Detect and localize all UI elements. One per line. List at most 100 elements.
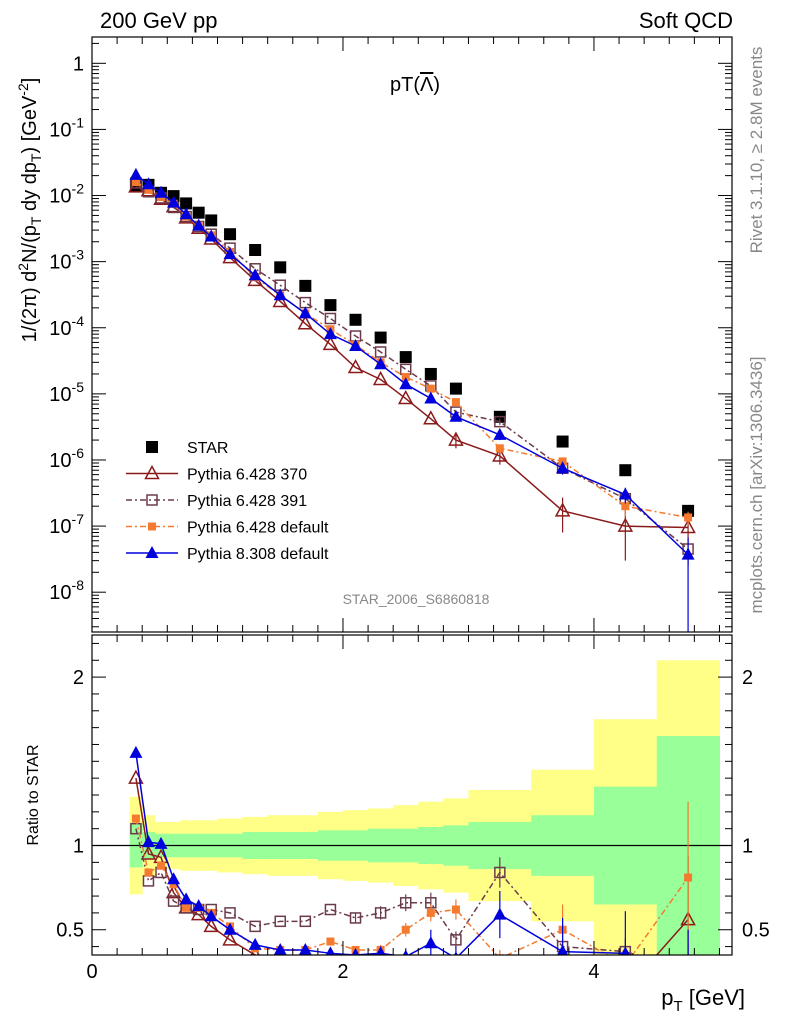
ratio-point [167,895,180,907]
mcplots-source-label: mcplots.cern.ch [arXiv:1306.3436] [747,356,766,613]
ratio-point [273,942,287,955]
ratio-point [399,897,412,909]
data-point [493,427,507,440]
ratio-point [453,951,458,955]
x-tick-label: 4 [588,961,599,983]
data-point [274,261,287,274]
header-right: Soft QCD [639,8,733,33]
main-y-tick-label: 10-2 [49,181,84,208]
ratio-point [374,968,387,980]
rivet-version-label: Rivet 3.1.10, ≥ 2.8M events [747,47,766,254]
plot-title-end: ) [433,74,440,96]
ratio-point [493,907,507,920]
data-point [423,410,439,425]
data-point [374,346,387,358]
data-point [205,214,218,227]
data-point [324,299,337,312]
ratio-point [399,967,412,979]
legend-marker [145,546,159,558]
main-y-tick-label: 10-8 [49,577,84,604]
ratio-point [182,903,191,912]
data-point [249,244,262,256]
ratio-point [167,872,181,885]
legend-entry: Pythia 6.428 default [187,520,329,537]
main-frame [91,36,733,633]
ratio-series-pythia-8-308-default [129,745,689,955]
data-point [224,228,237,241]
ratio-point [179,892,193,905]
ratio-point [402,949,409,955]
ratio-point [426,908,435,917]
legend: STAR Pythia 6.428 370 Pythia 6.428 391 Pyth… [126,440,329,563]
series-line [135,186,689,529]
ratio-point [620,946,631,955]
data-point [401,372,410,381]
ratio-y-axis-label: Ratio to STAR [25,744,42,845]
ratio-point [326,937,335,946]
data-point [347,358,364,374]
data-point [372,370,389,386]
ratio-point [351,948,360,955]
plot-title-symbol: Λ [420,74,434,96]
ratio-point [324,965,337,977]
ratio-point [129,745,143,758]
main-panel: 1 10-1 10-2 10-3 10-4 10-5 10-6 10-7 10-8 STAR_2… [15,36,733,633]
data-point [273,288,287,301]
data-point [399,351,412,364]
data-point [448,431,464,446]
ratio-point [684,873,693,882]
data-point [619,464,632,477]
ratio-series-line [135,818,689,955]
data-point [449,382,462,395]
data-point [131,178,140,187]
data-point [495,444,504,453]
ratio-point [299,961,312,973]
analysis-id: STAR_2006_S6860818 [343,591,490,607]
ratio-y-tick-label: 2 [73,667,84,689]
main-y-tick-label: 1 [73,53,84,75]
ratio-point [299,915,312,928]
data-point [397,389,414,405]
legend-entry: Pythia 6.428 370 [187,467,307,484]
data-point [192,218,206,231]
ratio-point [449,978,462,990]
data-point [324,312,337,325]
data-point [349,338,363,351]
ratio-point [349,975,362,987]
data-point [399,363,412,376]
ratio-point [141,835,155,848]
data-point [298,306,312,319]
ratio-y-tick-label: 0.5 [56,920,84,942]
main-y-tick-label: 10-3 [49,247,84,274]
main-y-tick-label: 10-1 [49,114,84,141]
ratio-point [280,954,281,955]
ratio-y-tick-label-right: 0.5 [742,920,770,942]
ratio-point [250,946,260,955]
legend-entry: Pythia 6.428 391 [187,493,307,510]
ratio-point [157,861,166,870]
ratio-point [556,992,569,1004]
ratio-point [494,866,506,879]
data-point [374,331,387,344]
x-axis-label: pT [GeV] [661,985,745,1015]
data-point [129,167,143,180]
header-left: 200 GeV pp [100,8,217,33]
data-point [451,398,460,407]
ratio-point [556,944,569,955]
data-point [399,377,413,390]
ratio-point [204,909,218,922]
main-y-tick-label: 10-4 [49,313,84,340]
ratio-point [142,875,155,887]
data-point [349,313,362,326]
main-y-axis-label: 1/(2π) d2N/(pT dy dpT) [GeV-2] [15,78,44,343]
ratio-point [140,845,157,860]
series-pythia-8-308-default [129,167,695,632]
data-point [299,296,312,309]
ratio-point [274,915,286,928]
data-point [494,415,506,428]
data-point [204,229,218,242]
data-point [299,279,312,292]
ratio-point [424,972,437,984]
ratio-point [401,925,410,934]
data-point [323,327,337,340]
